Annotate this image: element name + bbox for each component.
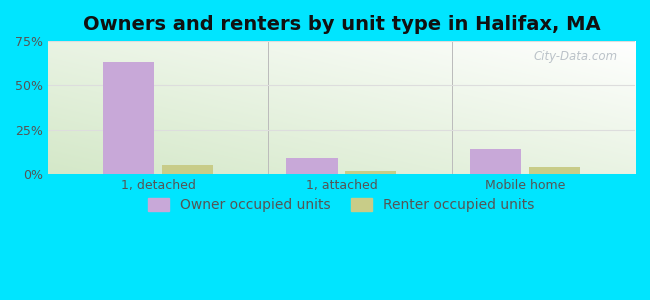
Title: Owners and renters by unit type in Halifax, MA: Owners and renters by unit type in Halif… [83, 15, 600, 34]
Bar [162, 165, 213, 174]
Bar [470, 149, 521, 174]
Bar [345, 171, 396, 174]
Bar [287, 158, 338, 174]
Bar [528, 167, 580, 174]
Bar [103, 62, 154, 174]
Legend: Owner occupied units, Renter occupied units: Owner occupied units, Renter occupied un… [142, 193, 540, 218]
Text: City-Data.com: City-Data.com [533, 50, 618, 63]
